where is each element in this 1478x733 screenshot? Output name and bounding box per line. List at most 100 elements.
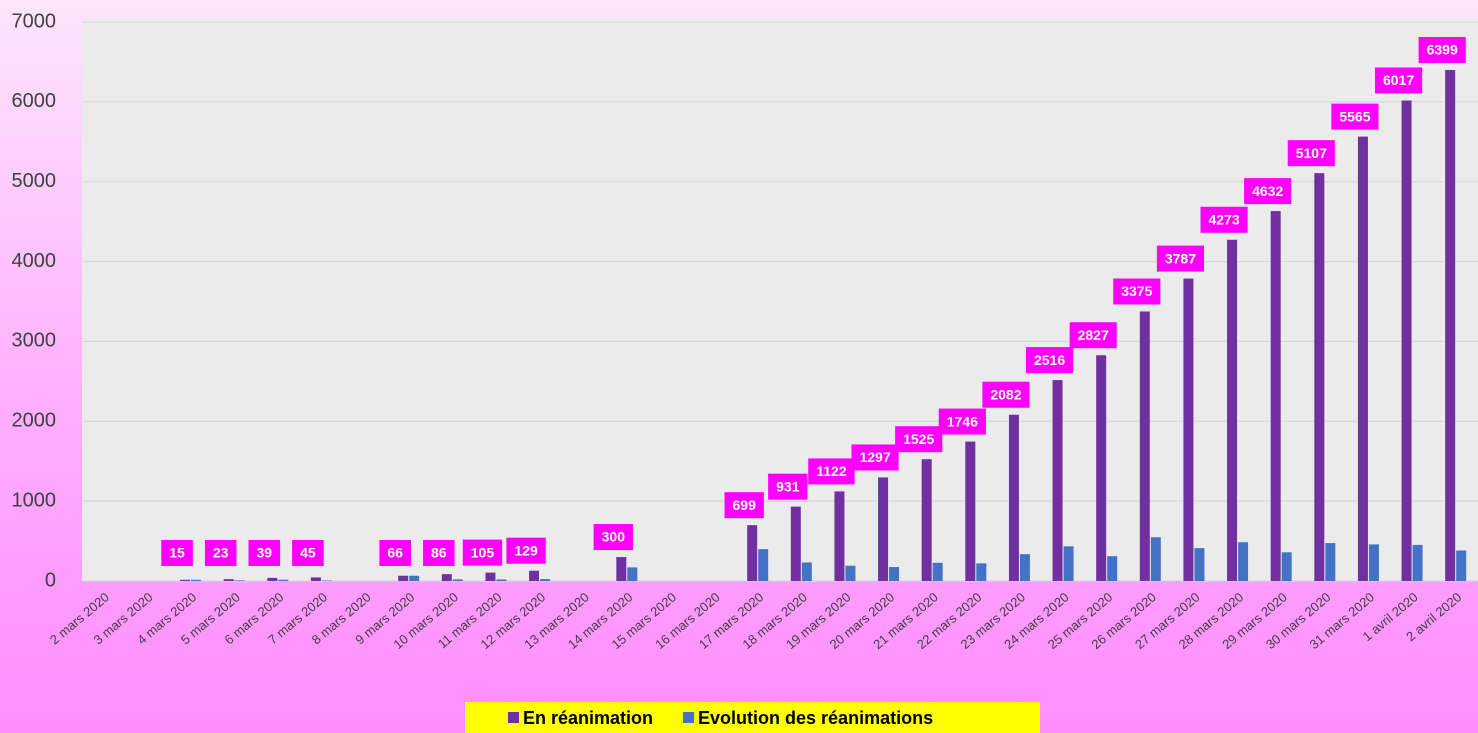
- legend-label: Evolution des réanimations: [698, 708, 933, 728]
- data-label: 129: [506, 537, 546, 564]
- data-label-text: 86: [431, 545, 447, 561]
- legend-swatch: [683, 712, 695, 723]
- data-label: 39: [248, 540, 281, 566]
- data-label-text: 129: [514, 542, 538, 558]
- data-label-text: 1525: [903, 431, 934, 447]
- bar: [223, 579, 234, 581]
- data-label-box: [379, 540, 411, 566]
- data-label-text: 2516: [1034, 352, 1065, 368]
- bar: [1445, 69, 1456, 581]
- data-label: 15: [161, 540, 193, 566]
- data-label-box: [204, 540, 237, 566]
- data-label: 2082: [982, 381, 1030, 408]
- y-tick-label: 5000: [12, 170, 57, 192]
- data-label: 1525: [895, 426, 943, 453]
- data-label-box: [895, 426, 943, 453]
- data-label-box: [724, 492, 764, 519]
- data-label-box: [248, 540, 281, 566]
- y-tick-label: 2000: [12, 410, 57, 432]
- data-label: 3787: [1156, 245, 1205, 272]
- data-label: 5107: [1287, 140, 1335, 167]
- bar: [496, 579, 507, 581]
- data-label-text: 1297: [859, 449, 890, 465]
- data-label: 931: [768, 473, 808, 500]
- y-tick-label: 7000: [12, 10, 57, 32]
- bar: [965, 441, 976, 581]
- bar: [932, 562, 943, 581]
- bar: [878, 477, 889, 581]
- bar: [1063, 546, 1074, 581]
- bar: [1008, 414, 1019, 581]
- data-label-box: [506, 537, 546, 564]
- legend-box: [465, 702, 1040, 733]
- bar: [1270, 211, 1281, 581]
- data-label: 23: [204, 540, 237, 566]
- bar: [889, 567, 900, 581]
- bar: [1281, 552, 1292, 581]
- bar: [1412, 544, 1423, 581]
- bar: [1325, 543, 1336, 581]
- bar: [627, 567, 638, 581]
- bar: [616, 557, 627, 581]
- data-label: 1746: [938, 408, 986, 435]
- bar: [921, 459, 932, 581]
- data-label: 4273: [1200, 206, 1248, 233]
- data-label-text: 6399: [1427, 42, 1458, 58]
- data-label-text: 931: [776, 478, 800, 494]
- bar: [976, 563, 987, 581]
- bar: [398, 575, 409, 581]
- bar: [278, 579, 289, 581]
- data-label-box: [1113, 278, 1161, 305]
- data-label-box: [851, 444, 899, 471]
- data-label-text: 5565: [1339, 108, 1370, 124]
- data-label-text: 2082: [990, 386, 1021, 402]
- data-label-text: 6017: [1383, 72, 1414, 88]
- bar: [1456, 550, 1467, 581]
- data-label-text: 4273: [1208, 211, 1239, 227]
- data-label: 4632: [1244, 178, 1292, 205]
- data-label-box: [1374, 67, 1423, 94]
- data-label-box: [1331, 103, 1379, 130]
- bar: [1139, 311, 1150, 581]
- data-label: 699: [724, 492, 764, 519]
- bar: [1314, 173, 1325, 582]
- bar: [1194, 548, 1205, 581]
- data-label-box: [593, 524, 633, 551]
- bar: [758, 549, 769, 581]
- data-label-box: [423, 540, 455, 566]
- data-label-box: [1200, 206, 1248, 233]
- data-label: 6017: [1374, 67, 1423, 94]
- bar: [834, 491, 845, 581]
- legend-label: En réanimation: [523, 708, 653, 728]
- y-tick-label: 4000: [12, 250, 57, 272]
- data-label-box: [462, 539, 503, 566]
- data-label-text: 45: [300, 545, 316, 561]
- data-label-text: 699: [733, 497, 757, 513]
- bar: [1019, 554, 1030, 581]
- data-label-box: [808, 458, 855, 485]
- bar: [747, 525, 758, 581]
- data-label-text: 1746: [947, 413, 978, 429]
- data-label-text: 15: [169, 545, 185, 561]
- bar: [1096, 355, 1107, 581]
- data-label: 3375: [1113, 278, 1161, 305]
- bar: [1401, 100, 1412, 581]
- bar: [234, 580, 245, 581]
- bar: [310, 577, 321, 581]
- data-label-box: [292, 540, 324, 566]
- data-label: 6399: [1418, 36, 1466, 63]
- y-tick-label: 1000: [12, 489, 57, 511]
- data-label: 2516: [1025, 347, 1074, 374]
- bar: [1227, 239, 1238, 581]
- bar: [790, 506, 801, 581]
- data-label: 66: [379, 540, 411, 566]
- data-label-text: 2827: [1078, 327, 1109, 343]
- data-label-box: [1156, 245, 1205, 272]
- bar: [540, 579, 551, 581]
- data-label: 1122: [808, 458, 855, 485]
- bar: [845, 565, 856, 581]
- bar: [1368, 544, 1379, 581]
- data-label-box: [1418, 36, 1466, 63]
- data-label-text: 4632: [1252, 183, 1283, 199]
